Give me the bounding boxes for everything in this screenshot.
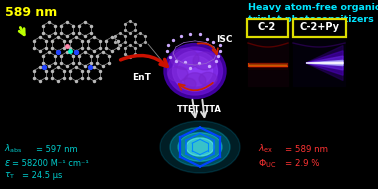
Ellipse shape — [172, 51, 217, 91]
Ellipse shape — [168, 67, 188, 81]
Text: triplet photosensitizers: triplet photosensitizers — [248, 15, 374, 24]
Polygon shape — [306, 62, 343, 64]
Text: = 597 nm: = 597 nm — [36, 145, 77, 153]
Text: = 24.5 μs: = 24.5 μs — [22, 171, 62, 180]
Text: $\varepsilon$: $\varepsilon$ — [4, 158, 11, 168]
Text: $\lambda_{\rm abs}$: $\lambda_{\rm abs}$ — [4, 143, 23, 155]
Ellipse shape — [178, 133, 222, 161]
Ellipse shape — [178, 56, 212, 86]
Ellipse shape — [167, 47, 223, 95]
Text: = 589 nm: = 589 nm — [285, 145, 328, 153]
Text: = 2.9 %: = 2.9 % — [285, 160, 319, 169]
Text: ISC: ISC — [216, 35, 232, 43]
Ellipse shape — [186, 138, 214, 156]
Bar — [293, 40, 345, 86]
Polygon shape — [306, 46, 343, 81]
Ellipse shape — [193, 52, 217, 70]
FancyBboxPatch shape — [246, 19, 288, 36]
Polygon shape — [306, 60, 343, 66]
Ellipse shape — [180, 78, 196, 90]
Ellipse shape — [160, 121, 240, 173]
Text: C-2: C-2 — [258, 22, 276, 33]
Text: $\tau_{\rm T}$: $\tau_{\rm T}$ — [4, 171, 15, 181]
Text: EnT: EnT — [132, 73, 151, 81]
Text: C-2+Py: C-2+Py — [299, 22, 339, 33]
Ellipse shape — [171, 49, 199, 70]
Text: 589 nm: 589 nm — [5, 6, 57, 19]
Text: TTET: TTET — [177, 105, 200, 114]
Polygon shape — [306, 51, 343, 75]
Bar — [248, 40, 288, 86]
FancyBboxPatch shape — [293, 19, 345, 36]
Text: Heavy atom-free organic: Heavy atom-free organic — [248, 3, 378, 12]
Text: TTA: TTA — [204, 105, 222, 114]
Ellipse shape — [199, 72, 217, 86]
Ellipse shape — [170, 128, 230, 167]
Text: $\Phi_{\rm UC}$: $\Phi_{\rm UC}$ — [258, 158, 276, 170]
Text: = 58200 M⁻¹ cm⁻¹: = 58200 M⁻¹ cm⁻¹ — [12, 159, 89, 167]
Text: $\lambda_{\rm ex}$: $\lambda_{\rm ex}$ — [258, 143, 274, 155]
Ellipse shape — [164, 43, 226, 98]
Ellipse shape — [184, 73, 206, 89]
Polygon shape — [306, 56, 343, 70]
